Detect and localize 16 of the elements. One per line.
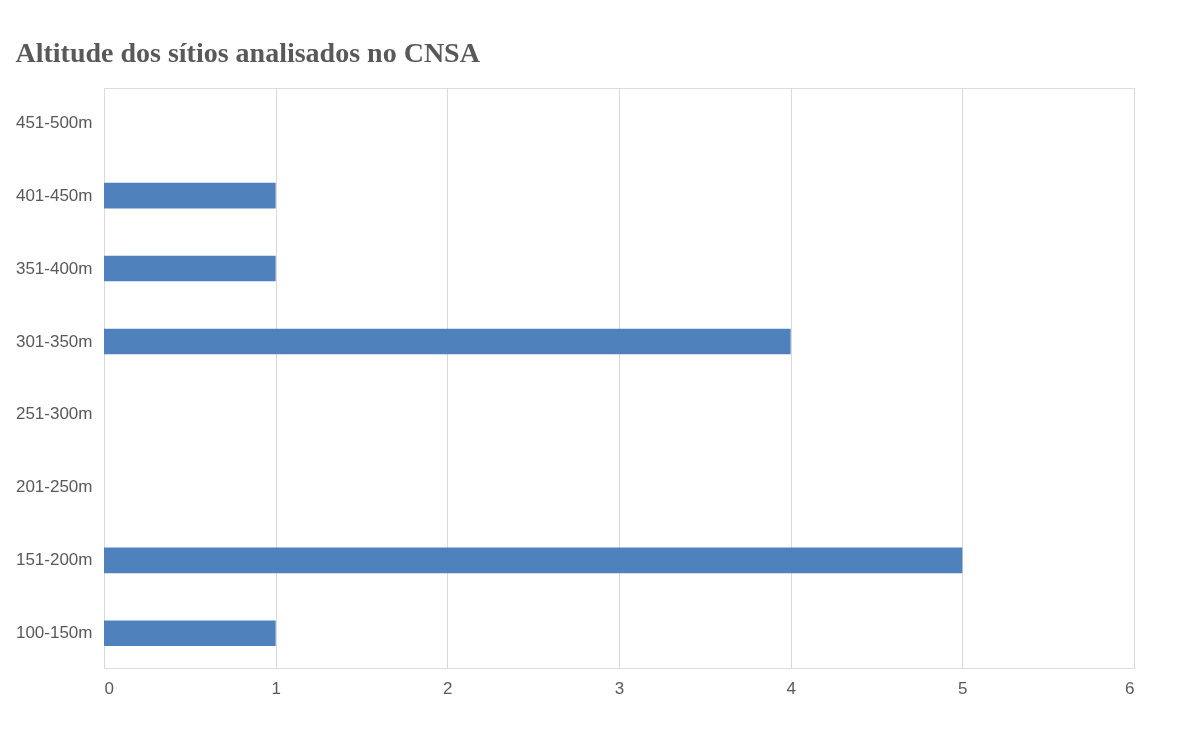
x-tick-label: 1 [271,678,281,698]
y-tick-label: 351-400m [15,258,93,278]
y-tick-label: 301-350m [15,331,93,351]
x-tick-label: 4 [786,678,796,698]
y-tick-label: 151-200m [15,550,93,570]
y-tick-label: 201-250m [15,477,93,497]
x-tick-label: 0 [104,678,114,698]
x-tick-label: 5 [958,678,968,698]
x-tick-label: 3 [614,678,625,698]
y-tick-label: 100-150m [15,623,93,643]
chart-title: Altitude dos sítios analisados no CNSA [15,37,481,68]
x-tick-label: 6 [1125,678,1135,698]
y-tick-label: 401-450m [15,185,93,205]
x-tick-label: 2 [443,678,453,698]
y-tick-label: 451-500m [15,112,93,132]
y-tick-label: 251-300m [15,404,93,424]
